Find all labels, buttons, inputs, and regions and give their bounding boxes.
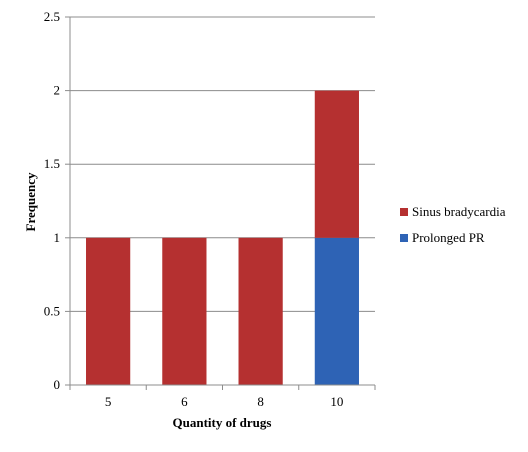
legend-label-prolonged-pr: Prolonged PR bbox=[412, 230, 485, 245]
y-tick-label: 2 bbox=[54, 83, 61, 98]
x-tick-label: 5 bbox=[105, 394, 112, 409]
x-tick-label: 8 bbox=[257, 394, 264, 409]
legend: Sinus bradycardia Prolonged PR bbox=[400, 204, 506, 245]
y-axis-title: Frequency bbox=[23, 172, 38, 231]
y-tick-label: 0.5 bbox=[44, 303, 60, 318]
legend-label-sinus-bradycardia: Sinus bradycardia bbox=[412, 204, 506, 219]
bars bbox=[86, 90, 359, 385]
legend-swatch-prolonged-pr bbox=[400, 234, 408, 242]
y-tick-label: 1 bbox=[54, 230, 61, 245]
bar-sinus-bradycardia-8 bbox=[238, 237, 283, 385]
bar-sinus-bradycardia-10 bbox=[314, 90, 359, 238]
bar-prolonged-pr-10 bbox=[314, 237, 359, 385]
bar-sinus-bradycardia-5 bbox=[86, 237, 131, 385]
axes bbox=[69, 17, 376, 390]
legend-swatch-sinus-bradycardia bbox=[400, 208, 408, 216]
x-axis-title: Quantity of drugs bbox=[173, 415, 272, 430]
bar-sinus-bradycardia-6 bbox=[162, 237, 207, 385]
y-tick-label: 0 bbox=[54, 377, 61, 392]
y-tick-label: 2.5 bbox=[44, 9, 60, 24]
y-tick-labels: 0 0.5 1 1.5 2 2.5 bbox=[44, 9, 60, 392]
x-tick-label: 10 bbox=[330, 394, 343, 409]
y-tick-label: 1.5 bbox=[44, 156, 60, 171]
x-tick-labels: 5 6 8 10 bbox=[105, 394, 344, 409]
x-tick-label: 6 bbox=[181, 394, 188, 409]
